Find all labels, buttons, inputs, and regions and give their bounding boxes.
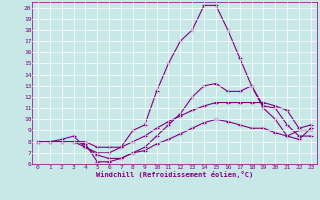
X-axis label: Windchill (Refroidissement éolien,°C): Windchill (Refroidissement éolien,°C): [96, 171, 253, 178]
